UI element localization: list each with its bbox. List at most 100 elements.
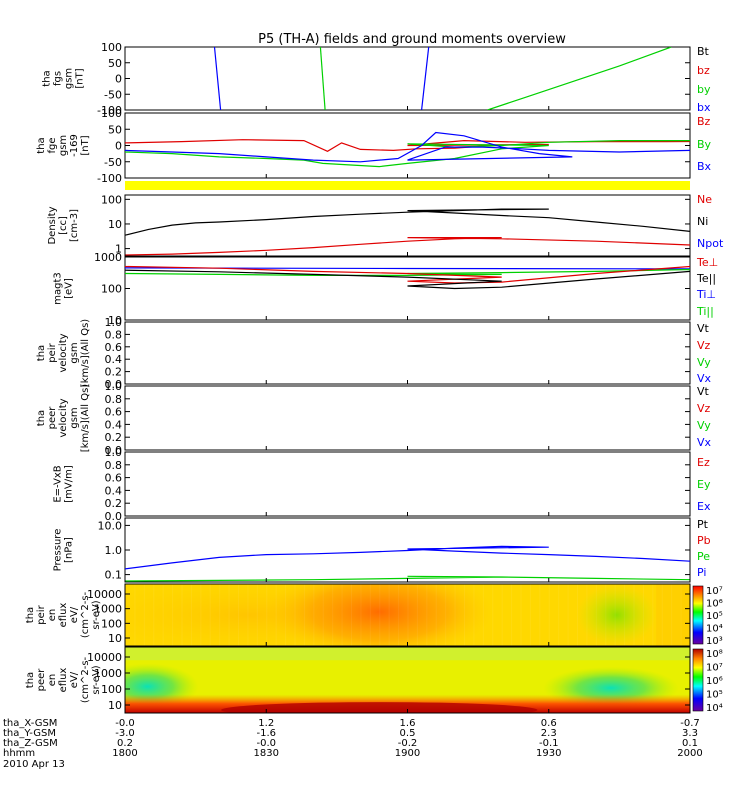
y-tick-label: 0.6 <box>105 406 123 419</box>
legend-item: Pi <box>697 566 706 579</box>
y-tick-label: -50 <box>104 156 122 169</box>
y-axis-title: tha <box>25 672 36 688</box>
y-tick-label: 50 <box>108 57 122 70</box>
panel-temperature: 1000 100 10 magt3 [eV] Te⊥ Te|| Ti⊥ Ti|| <box>53 251 719 327</box>
y-tick-label: 100 <box>101 193 122 206</box>
y-tick-label: 10 <box>108 632 122 645</box>
y-axis-title: tha <box>25 607 36 623</box>
y-axis-title: tha <box>36 137 47 153</box>
y-axis-title: fge <box>47 137 58 153</box>
panel-fge: 100 50 0 -50 -100 tha fge gsm -169 [nT] Bz By Bx <box>36 107 712 185</box>
y-tick-label: 1000 <box>94 251 122 264</box>
x-tick-label: 1900 <box>395 748 420 759</box>
y-tick-label: 0.8 <box>105 328 123 341</box>
y-axis-title: [nT] <box>75 68 86 88</box>
y-tick-label: 0.4 <box>105 484 123 497</box>
series-Bx-line <box>125 131 690 163</box>
y-tick-label: 0.1 <box>105 569 123 582</box>
y-axis-title: [km/s](All Qs) <box>80 384 91 452</box>
y-tick-label: 100 <box>101 107 122 120</box>
x-tick-label: 1.2 <box>258 718 274 729</box>
legend-item: Vx <box>697 372 712 385</box>
status-bar <box>125 181 690 190</box>
y-tick-label: -100 <box>97 104 122 117</box>
legend-item: Ex <box>697 500 711 513</box>
x-tick-label: 3.3 <box>682 728 698 739</box>
y-axis-title: peir <box>36 604 47 624</box>
colorbar-tick-label: 10⁴ <box>706 624 723 635</box>
y-axis-title: [cm-3] <box>69 209 80 242</box>
y-axis-title: tha <box>42 70 53 86</box>
y-axis-title: velocity <box>58 333 69 372</box>
y-axis-title: sr-eV) <box>91 665 102 694</box>
x-axis-row-label: hhmm <box>3 748 35 759</box>
x-axis-row-label: tha_Y-GSM <box>3 728 56 739</box>
y-axis-title: peir <box>47 342 58 362</box>
y-tick-label: 0.4 <box>105 418 123 431</box>
legend-item: Vy <box>697 356 711 369</box>
y-tick-label: 100 <box>101 683 122 696</box>
legend-item: Pt <box>697 518 709 531</box>
y-axis-title: [cc] <box>58 216 69 235</box>
y-tick-label: 10000 <box>87 651 122 664</box>
colorbar-tick-label: 10⁶ <box>706 676 723 687</box>
legend-item: Vy <box>697 419 711 432</box>
panel-peer_spectrogram: 10⁸ 10⁷ 10⁶ 10⁵ 10⁴ 10000 1000 100 10 tha peer en ef… <box>25 646 723 714</box>
y-tick-label: 50 <box>108 123 122 136</box>
y-axis-title: en <box>47 674 58 687</box>
y-tick-label: 0.2 <box>105 366 123 379</box>
y-axis-title: gsm <box>58 135 69 156</box>
legend-item: Te|| <box>696 272 716 285</box>
colorbar-tick-label: 10⁵ <box>706 611 723 622</box>
colorbar-tick-label: 10⁵ <box>706 690 723 701</box>
legend-item: bz <box>697 64 710 77</box>
y-axis-title: Density <box>47 206 58 244</box>
panel-frame <box>124 385 691 451</box>
panel-density: 100 10 1 Density [cc] [cm-3] Ne Ni Npot <box>47 193 724 257</box>
y-tick-label: 100 <box>101 283 122 296</box>
legend-item: Ni <box>697 215 708 228</box>
y-tick-label: 0.2 <box>105 431 123 444</box>
x-tick-label: 0.1 <box>682 738 698 749</box>
y-tick-label: 0.0 <box>105 444 123 457</box>
spectrogram-image <box>125 584 690 646</box>
colorbar-tick-label: 10⁷ <box>706 663 723 674</box>
y-axis-title: eV/ <box>69 606 80 623</box>
y-axis-title: gsm <box>69 342 80 363</box>
date-label: 2010 Apr 13 <box>3 759 65 770</box>
x-tick-label: 0.6 <box>541 718 557 729</box>
y-tick-label: 10 <box>108 314 122 327</box>
panel-frame <box>124 451 691 517</box>
x-tick-label: -0.2 <box>398 738 418 749</box>
y-axis-title: magt3 <box>53 272 64 305</box>
y-axis-title: peer <box>47 406 58 430</box>
colorbar <box>692 648 704 712</box>
y-tick-label: 0.6 <box>105 472 123 485</box>
y-axis-title: (cm^2-s- <box>80 591 91 638</box>
spectrogram-image <box>125 647 690 713</box>
y-tick-label: 0.2 <box>105 497 123 510</box>
y-tick-label: 10 <box>108 218 122 231</box>
y-tick-label: 100 <box>101 41 122 54</box>
y-axis-title: en <box>47 609 58 622</box>
series-bx-line <box>213 47 222 110</box>
y-tick-label: 0 <box>115 140 122 153</box>
y-tick-label: 10.0 <box>98 519 123 532</box>
legend-item: Vz <box>697 339 711 352</box>
x-tick-label: -1.6 <box>256 728 276 739</box>
x-tick-label: 1830 <box>254 748 279 759</box>
legend-item: Ne <box>697 193 712 206</box>
y-tick-label: -100 <box>97 172 122 185</box>
panel-pressure: 10.0 1.0 0.1 Pressure [nPa] Pt Pb Pe Pi <box>53 517 711 583</box>
y-tick-label: 0.0 <box>105 378 123 391</box>
y-axis-title: (cm^2-s- <box>80 656 91 703</box>
y-tick-label: 0.8 <box>105 393 123 406</box>
colorbar-tick-label: 10⁸ <box>706 649 723 660</box>
colorbar-tick-label: 10⁷ <box>706 586 723 597</box>
